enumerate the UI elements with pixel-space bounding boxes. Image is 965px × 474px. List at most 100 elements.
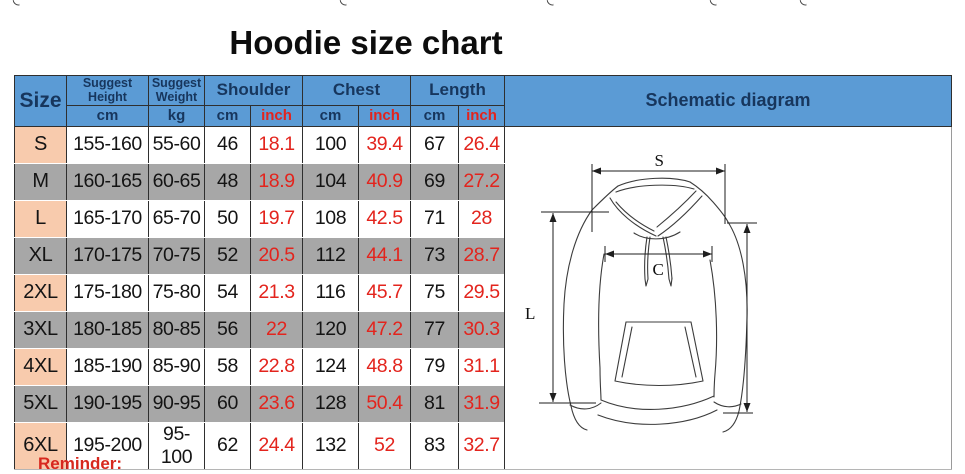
cell-chest-cm: 100 xyxy=(302,125,359,164)
cell-shoulder-cm: 52 xyxy=(204,236,251,275)
table-row: 3XL 180-185 80-85 56 22 120 47.2 77 30.3 xyxy=(14,310,952,349)
cell-length-inch: 32.7 xyxy=(458,421,505,470)
cell-chest-cm: 128 xyxy=(302,384,359,423)
cell-chest-cm: 124 xyxy=(302,347,359,386)
bottom-note: Reminder: xyxy=(38,454,123,473)
cell-suggest-height: 160-165 xyxy=(66,162,149,201)
table-row: 5XL 190-195 90-95 60 23.6 128 50.4 81 31.9 xyxy=(14,384,952,423)
cell-suggest-weight: 75-80 xyxy=(148,273,205,312)
cell-length-cm: 83 xyxy=(410,421,459,470)
unit-chest-cm: cm xyxy=(302,104,359,127)
cell-chest-cm: 116 xyxy=(302,273,359,312)
cell-suggest-weight: 55-60 xyxy=(148,125,205,164)
cropped-text-fragment xyxy=(709,0,717,7)
cell-length-cm: 71 xyxy=(410,199,459,238)
col-header-suggest-weight: Suggest Weight xyxy=(148,75,205,106)
cell-shoulder-cm: 48 xyxy=(204,162,251,201)
cell-suggest-height: 190-195 xyxy=(66,384,149,423)
cell-suggest-height: 185-190 xyxy=(66,347,149,386)
col-header-chest: Chest xyxy=(302,75,411,106)
cell-shoulder-cm: 56 xyxy=(204,310,251,349)
size-table-body: S 155-160 55-60 46 18.1 100 39.4 67 26.4 xyxy=(14,125,952,470)
cropped-text-fragment xyxy=(12,0,20,7)
cell-length-cm: 73 xyxy=(410,236,459,275)
cell-shoulder-inch: 23.6 xyxy=(250,384,303,423)
cell-chest-cm: 108 xyxy=(302,199,359,238)
cell-suggest-height: 175-180 xyxy=(66,273,149,312)
cell-length-inch: 28.7 xyxy=(458,236,505,275)
size-cell: S xyxy=(14,125,67,164)
table-row: 6XL 195-200 95-100 62 24.4 132 52 83 32.7 xyxy=(14,421,952,470)
cell-shoulder-inch: 19.7 xyxy=(250,199,303,238)
hoodie-size-table: Size Suggest Height Suggest Weight Shoul… xyxy=(14,75,952,470)
cell-length-inch: 31.9 xyxy=(458,384,505,423)
cell-chest-inch: 40.9 xyxy=(358,162,411,201)
cell-length-cm: 69 xyxy=(410,162,459,201)
arrowheads xyxy=(549,167,750,412)
unit-length-inch: inch xyxy=(458,104,505,127)
cell-length-inch: 28 xyxy=(458,199,505,238)
size-cell: 2XL xyxy=(14,273,67,312)
cell-length-inch: 31.1 xyxy=(458,347,505,386)
unit-length-cm: cm xyxy=(410,104,459,127)
cell-suggest-height: 180-185 xyxy=(66,310,149,349)
table-row: 4XL 185-190 85-90 58 22.8 124 48.8 79 31.1 xyxy=(14,347,952,386)
label-chest: C xyxy=(652,260,663,279)
cell-length-cm: 67 xyxy=(410,125,459,164)
cell-shoulder-inch: 22 xyxy=(250,310,303,349)
size-cell: 6XL xyxy=(14,421,67,470)
cell-chest-inch: 52 xyxy=(358,421,411,470)
cell-length-inch: 29.5 xyxy=(458,273,505,312)
label-shoulder: S xyxy=(654,151,663,170)
cell-suggest-height: 195-200 xyxy=(66,421,149,470)
page-title: Hoodie size chart xyxy=(229,24,503,61)
cropped-text-fragment xyxy=(339,0,347,7)
cell-length-cm: 75 xyxy=(410,273,459,312)
cell-length-inch: 30.3 xyxy=(458,310,505,349)
hoodie-schematic: S C L xyxy=(525,151,757,433)
cell-suggest-height: 170-175 xyxy=(66,236,149,275)
size-cell: L xyxy=(14,199,67,238)
cell-chest-inch: 50.4 xyxy=(358,384,411,423)
table-row: L 165-170 65-70 50 19.7 108 42.5 71 28 xyxy=(14,199,952,238)
cell-shoulder-inch: 18.1 xyxy=(250,125,303,164)
cell-chest-inch: 42.5 xyxy=(358,199,411,238)
cell-shoulder-inch: 22.8 xyxy=(250,347,303,386)
cell-suggest-weight: 80-85 xyxy=(148,310,205,349)
cropped-text-fragment xyxy=(799,0,807,7)
table-header: Size Suggest Height Suggest Weight Shoul… xyxy=(14,75,952,127)
size-cell: 5XL xyxy=(14,384,67,423)
cell-shoulder-cm: 62 xyxy=(204,421,251,470)
cell-suggest-weight: 85-90 xyxy=(148,347,205,386)
table-row: 2XL 175-180 75-80 54 21.3 116 45.7 75 29.5 xyxy=(14,273,952,312)
cell-shoulder-cm: 58 xyxy=(204,347,251,386)
cell-shoulder-cm: 54 xyxy=(204,273,251,312)
size-cell: 3XL xyxy=(14,310,67,349)
cell-length-cm: 81 xyxy=(410,384,459,423)
cell-chest-inch: 44.1 xyxy=(358,236,411,275)
label-length: L xyxy=(525,304,535,323)
cell-length-inch: 26.4 xyxy=(458,125,505,164)
schematic-diagram-cell: S C L xyxy=(504,125,952,470)
col-header-size: Size xyxy=(14,75,67,127)
cell-suggest-weight: 60-65 xyxy=(148,162,205,201)
cell-chest-cm: 132 xyxy=(302,421,359,470)
unit-height-cm: cm xyxy=(66,104,149,127)
cell-length-inch: 27.2 xyxy=(458,162,505,201)
unit-shoulder-inch: inch xyxy=(250,104,303,127)
size-cell: M xyxy=(14,162,67,201)
cell-chest-cm: 112 xyxy=(302,236,359,275)
cell-suggest-height: 155-160 xyxy=(66,125,149,164)
col-header-suggest-height: Suggest Height xyxy=(66,75,149,106)
cell-shoulder-cm: 46 xyxy=(204,125,251,164)
cell-chest-inch: 45.7 xyxy=(358,273,411,312)
hoodie-drawing xyxy=(562,177,748,433)
cell-suggest-weight: 70-75 xyxy=(148,236,205,275)
unit-shoulder-cm: cm xyxy=(204,104,251,127)
cell-length-cm: 79 xyxy=(410,347,459,386)
cell-chest-cm: 104 xyxy=(302,162,359,201)
table-row: S 155-160 55-60 46 18.1 100 39.4 67 26.4 xyxy=(14,125,952,470)
col-header-shoulder: Shoulder xyxy=(204,75,303,106)
cell-shoulder-inch: 20.5 xyxy=(250,236,303,275)
cell-suggest-weight: 95-100 xyxy=(148,421,205,470)
